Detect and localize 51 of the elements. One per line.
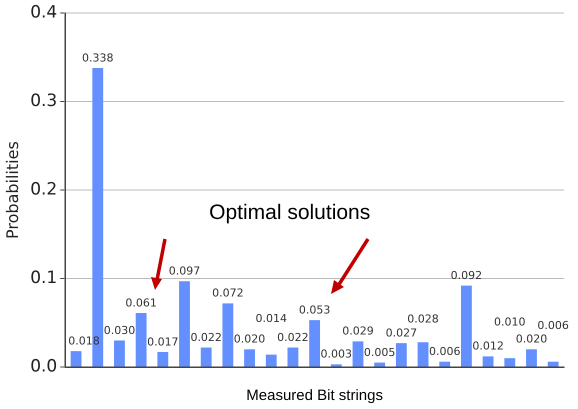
bar	[482, 356, 494, 366]
bar	[222, 303, 234, 366]
annotation: Optimal solutions	[209, 200, 370, 224]
y-tick-label: 0.4	[30, 2, 58, 23]
y-tick-label: 0.0	[30, 356, 58, 376]
bar	[266, 354, 277, 366]
data-label: 0.006	[428, 345, 460, 358]
bar	[70, 351, 82, 366]
bar	[114, 340, 125, 366]
bar	[526, 349, 537, 366]
data-label: 0.003	[320, 348, 352, 361]
data-label: 0.017	[147, 335, 179, 348]
data-label: 0.072	[212, 286, 244, 300]
bar	[352, 341, 364, 366]
bar	[244, 349, 255, 366]
bar	[136, 313, 147, 366]
data-label: 0.027	[386, 326, 418, 340]
data-label: 0.022	[277, 330, 309, 344]
data-label: 0.006	[537, 319, 569, 332]
bar	[288, 348, 298, 366]
y-axis-title: Probabilities	[2, 141, 22, 239]
data-label: 0.014	[255, 312, 287, 325]
data-label: 0.028	[407, 312, 439, 326]
data-label: 0.061	[125, 296, 157, 310]
bar	[200, 348, 212, 366]
bar	[548, 362, 559, 366]
bar	[439, 362, 450, 366]
bar	[374, 362, 386, 366]
bar	[309, 320, 320, 366]
data-label: 0.338	[82, 51, 114, 64]
bar	[504, 358, 516, 366]
data-label: 0.029	[342, 324, 374, 338]
y-tick-label: 0.1	[30, 268, 58, 288]
bar	[179, 281, 190, 366]
bar	[460, 286, 472, 366]
y-tick-label: 0.3	[30, 91, 58, 112]
bar	[418, 342, 428, 366]
data-label: 0.010	[494, 316, 526, 329]
bar	[157, 352, 168, 366]
data-label: 0.092	[450, 268, 482, 282]
data-label: 0.012	[472, 340, 504, 353]
data-label: 0.097	[168, 264, 200, 278]
data-label: 0.053	[298, 303, 330, 316]
y-tick-label: 0.2	[30, 180, 58, 200]
data-label: 0.005	[364, 346, 396, 359]
data-label: 0.020	[234, 332, 266, 346]
bar	[396, 343, 407, 366]
data-label: 0.030	[104, 324, 136, 337]
data-label: 0.022	[190, 330, 222, 344]
data-label: 0.020	[516, 332, 548, 346]
x-axis-title: Measured Bit strings	[246, 387, 383, 404]
